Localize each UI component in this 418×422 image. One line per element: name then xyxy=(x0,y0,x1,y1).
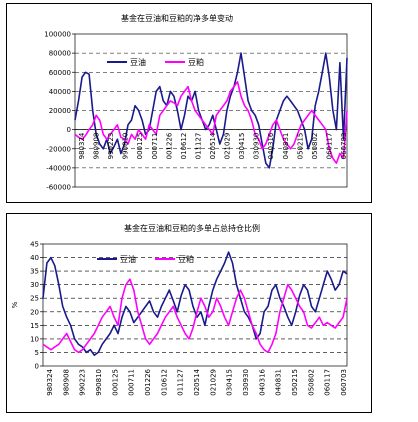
y-tick-label: 100000 xyxy=(44,31,71,39)
legend: 豆油 豆粕 xyxy=(107,57,204,67)
legend-label-soyoil: 豆油 xyxy=(130,57,146,67)
x-tick-label: 010612 xyxy=(180,133,188,160)
y-tick-label: 15 xyxy=(30,322,39,330)
x-tick-label: 980908 xyxy=(93,133,101,160)
x-tick-label: 050802 xyxy=(311,133,319,160)
y-tick-label: 40000 xyxy=(49,88,71,96)
x-tick-label: 040831 xyxy=(275,369,283,396)
x-tick-label: 030415 xyxy=(226,369,234,396)
x-tick-label: 990223 xyxy=(107,133,115,160)
x-tick-label: 011127 xyxy=(177,369,185,396)
x-tick-label: 000711 xyxy=(151,133,159,160)
y-tick-label: 35 xyxy=(30,268,39,276)
x-tick-label: 021029 xyxy=(209,369,217,396)
y-tick-label: 20000 xyxy=(49,107,71,115)
y-tick-label: 0 xyxy=(35,363,39,371)
x-tick-label: 980324 xyxy=(78,132,86,159)
x-tick-label: 040316 xyxy=(258,368,266,395)
x-tick-label: 001226 xyxy=(165,132,173,159)
x-tick-label: 050215 xyxy=(291,369,299,396)
x-tick-label: 000711 xyxy=(128,369,136,396)
x-tick-label: 020514 xyxy=(193,368,201,395)
y-tick-label: 45 xyxy=(30,241,39,249)
y-tick-label: 0 xyxy=(67,126,71,134)
x-tick-label: 021029 xyxy=(224,133,232,160)
x-tick-label: 990223 xyxy=(79,369,87,396)
plot-area xyxy=(42,243,348,367)
legend-label-soymeal: 豆粕 xyxy=(178,254,194,264)
x-tick-label: 000125 xyxy=(111,369,119,396)
y-tick-label: 40 xyxy=(30,254,39,262)
series-line-soyoil xyxy=(42,251,348,356)
series-line-soyoil xyxy=(74,52,348,169)
x-tick-label: 011127 xyxy=(194,133,202,160)
y-tick-label: 80000 xyxy=(49,50,71,58)
net-long-chart: 基金在豆油和豆粕的净多单变动 -60000 -40000 -20000 0 20000 40… xyxy=(44,13,348,192)
series-line-soymeal xyxy=(74,81,348,164)
x-tick-label: 040831 xyxy=(282,133,290,160)
x-tick-label: 060117 xyxy=(325,133,333,160)
x-tick-label: 980908 xyxy=(62,369,70,396)
x-tick-label: 020514 xyxy=(209,132,217,159)
x-tick-label: 060703 xyxy=(340,369,348,396)
y-tick-label: 20 xyxy=(30,308,39,316)
chart-panel-long-ratio: 基金在豆油和豆粕的多单占总持仓比例 0 5 10 15 20 25 30 35 40 45% 9803… xyxy=(6,213,372,413)
y-axis-label: % xyxy=(11,301,19,308)
x-tick-label: 030930 xyxy=(253,133,261,160)
x-tick-label: 980324 xyxy=(46,368,54,395)
x-tick-label: 050215 xyxy=(296,133,304,160)
x-tick-label: 060703 xyxy=(340,133,348,160)
legend: 豆油 豆粕 xyxy=(97,254,194,264)
y-tick-label: 5 xyxy=(35,349,39,357)
x-tick-label: 001226 xyxy=(144,368,152,395)
x-tick-label: 060117 xyxy=(324,369,332,396)
series-line-soymeal xyxy=(42,278,348,354)
x-tick-label: 990810 xyxy=(95,369,103,396)
y-tick-label: -40000 xyxy=(46,164,71,172)
x-tick-label: 000125 xyxy=(136,133,144,160)
x-tick-label: 050802 xyxy=(307,369,315,396)
legend-label-soymeal: 豆粕 xyxy=(188,57,204,67)
y-tick-label: 10 xyxy=(30,335,39,343)
chart-panel-net-long: 基金在豆油和豆粕的净多单变动 -60000 -40000 -20000 0 20000 40… xyxy=(6,3,372,203)
y-tick-label: -60000 xyxy=(46,184,71,192)
chart-title: 基金在豆油和豆粕的多单占总持仓比例 xyxy=(124,223,260,233)
long-ratio-chart: 基金在豆油和豆粕的多单占总持仓比例 0 5 10 15 20 25 30 35 40 45% 9803… xyxy=(11,223,348,396)
y-tick-label: 30 xyxy=(30,281,39,289)
y-tick-label: 25 xyxy=(30,295,39,303)
x-tick-label: 010612 xyxy=(160,369,168,396)
x-tick-label: 040316 xyxy=(267,132,275,159)
x-tick-label: 030930 xyxy=(242,369,250,396)
x-tick-label: 030415 xyxy=(238,133,246,160)
chart-title: 基金在豆油和豆粕的净多单变动 xyxy=(121,13,233,23)
y-tick-label: -20000 xyxy=(46,145,71,153)
x-tick-label: 990810 xyxy=(122,133,130,160)
legend-label-soyoil: 豆油 xyxy=(120,254,136,264)
y-tick-label: 60000 xyxy=(49,69,71,77)
